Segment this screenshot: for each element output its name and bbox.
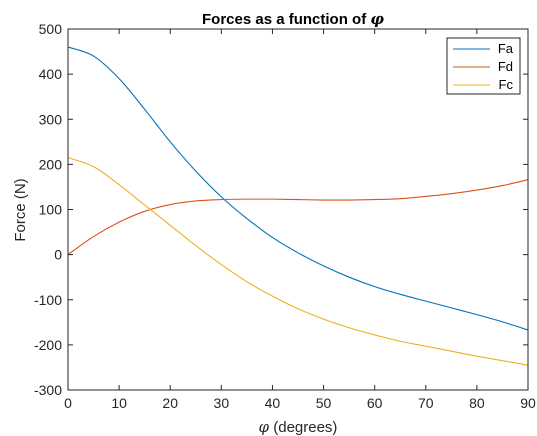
y-tick-label: 500 bbox=[39, 21, 63, 37]
y-ticks: -300 -200 -100 0 100 200 300 400 500 bbox=[34, 21, 528, 398]
x-axis-label: φ (degrees) bbox=[259, 418, 338, 436]
y-tick-label: -300 bbox=[34, 382, 62, 398]
series-layer bbox=[67, 46, 529, 366]
series-line-fa bbox=[67, 46, 529, 331]
y-tick-label: 300 bbox=[39, 111, 63, 127]
x-tick-label: 80 bbox=[469, 395, 485, 411]
y-axis-label: Force (N) bbox=[12, 178, 29, 241]
x-tick-label: 90 bbox=[520, 395, 536, 411]
x-tick-label: 30 bbox=[214, 395, 230, 411]
x-tick-label: 60 bbox=[367, 395, 383, 411]
x-tick-label: 20 bbox=[162, 395, 178, 411]
series-line-fc bbox=[67, 157, 529, 366]
x-tick-label: 70 bbox=[418, 395, 434, 411]
legend-label-fd: Fd bbox=[498, 59, 513, 74]
legend-label-fc: Fc bbox=[499, 77, 514, 92]
y-tick-label: 400 bbox=[39, 66, 63, 82]
y-tick-label: 0 bbox=[54, 247, 62, 263]
y-tick-label: 200 bbox=[39, 156, 63, 172]
legend-label-fa: Fa bbox=[498, 41, 514, 56]
y-tick-label: -200 bbox=[34, 337, 62, 353]
chart-title: Forces as a function of φ bbox=[202, 10, 384, 28]
x-tick-label: 10 bbox=[111, 395, 127, 411]
x-ticks: 0 10 20 30 40 50 60 70 80 90 bbox=[64, 29, 536, 411]
x-tick-label: 40 bbox=[265, 395, 281, 411]
x-tick-label: 50 bbox=[316, 395, 332, 411]
legend: Fa Fd Fc bbox=[446, 37, 521, 95]
y-tick-label: -100 bbox=[34, 292, 62, 308]
x-tick-label: 0 bbox=[64, 395, 72, 411]
y-tick-label: 100 bbox=[39, 202, 63, 218]
series-line-fd bbox=[67, 179, 529, 256]
